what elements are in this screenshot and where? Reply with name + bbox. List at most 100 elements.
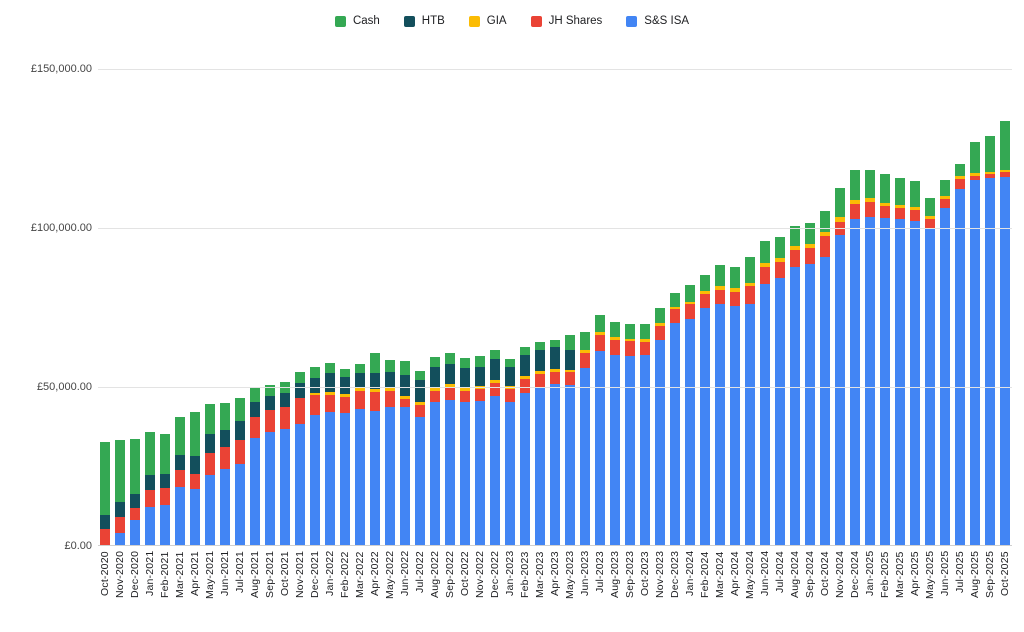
x-label-slot: Jun-2023 — [578, 551, 593, 627]
bar-segment-cash — [639, 324, 650, 340]
bar-segment-gia — [699, 291, 710, 295]
bar-segment-cash — [130, 438, 141, 494]
bar-segment-jh-shares — [235, 440, 246, 464]
x-tick-label: Dec-2021 — [309, 551, 322, 599]
bar-slot — [308, 69, 323, 546]
bar-segment-s-s-isa — [909, 221, 920, 546]
bar-segment-cash — [594, 314, 605, 332]
bar-segment-jh-shares — [804, 247, 815, 265]
bar-segment-htb — [550, 346, 561, 369]
bar-segment-jh-shares — [924, 219, 935, 229]
bar-segment-s-s-isa — [370, 410, 381, 546]
bar-slot — [533, 69, 548, 546]
bar-segment-s-s-isa — [250, 438, 261, 546]
bar-apr-2024 — [729, 266, 740, 546]
bar-slot — [622, 69, 637, 546]
bar-segment-cash — [355, 363, 366, 373]
bar-segment-s-s-isa — [729, 305, 740, 546]
x-tick-label: Sep-2021 — [264, 551, 277, 599]
bar-segment-jh-shares — [969, 175, 980, 180]
bar-segment-s-s-isa — [490, 395, 501, 546]
x-label-slot: May-2025 — [922, 551, 937, 627]
bar-segment-gia — [984, 171, 995, 174]
bar-jul-2021 — [235, 398, 246, 546]
x-tick-label: May-2024 — [743, 551, 756, 600]
bar-segment-gia — [609, 336, 620, 340]
x-tick-label: Jun-2024 — [758, 551, 771, 597]
x-label-slot: Feb-2024 — [697, 551, 712, 627]
bar-segment-s-s-isa — [684, 318, 695, 546]
x-label-slot: Oct-2023 — [637, 551, 652, 627]
bar-slot — [98, 69, 113, 546]
bar-slot — [353, 69, 368, 546]
bar-segment-htb — [205, 434, 216, 454]
bar-segment-s-s-isa — [520, 392, 531, 546]
x-label-slot: Jun-2021 — [218, 551, 233, 627]
x-label-slot: Nov-2020 — [113, 551, 128, 627]
bar-segment-gia — [939, 196, 950, 200]
bar-segment-gia — [714, 285, 725, 291]
bar-segment-cash — [220, 402, 231, 431]
x-label-slot: Sep-2025 — [982, 551, 997, 627]
x-tick-label: Sep-2022 — [444, 551, 457, 599]
bar-segment-gia — [639, 339, 650, 342]
bar-segment-gia — [924, 216, 935, 220]
bar-oct-2020 — [100, 442, 111, 546]
bar-segment-jh-shares — [864, 201, 875, 217]
bar-segment-gia — [684, 301, 695, 305]
bar-segment-jh-shares — [400, 398, 411, 408]
bar-segment-htb — [370, 372, 381, 390]
bar-segment-jh-shares — [175, 470, 186, 488]
bar-jun-2021 — [220, 402, 231, 546]
bar-segment-s-s-isa — [415, 416, 426, 546]
bar-segment-gia — [370, 389, 381, 393]
x-label-slot: Oct-2021 — [278, 551, 293, 627]
bar-segment-s-s-isa — [834, 235, 845, 546]
bar-segment-s-s-isa — [130, 519, 141, 546]
bar-segment-cash — [744, 256, 755, 283]
legend-item-s-s-isa: S&S ISA — [626, 15, 689, 28]
bar-may-2021 — [205, 403, 216, 546]
bar-slot — [563, 69, 578, 546]
x-label-slot: Jul-2025 — [952, 551, 967, 627]
bar-segment-cash — [370, 353, 381, 373]
x-tick-label: Sep-2025 — [983, 551, 996, 599]
bar-mar-2023 — [535, 341, 546, 546]
x-label-slot: Sep-2024 — [802, 551, 817, 627]
bar-slot — [413, 69, 428, 546]
bar-segment-htb — [445, 364, 456, 385]
bar-aug-2023 — [609, 321, 620, 546]
bar-segment-jh-shares — [355, 390, 366, 410]
bar-segment-htb — [175, 455, 186, 470]
bar-sep-2022 — [445, 353, 456, 546]
x-tick-label: May-2023 — [564, 551, 576, 600]
bar-segment-s-s-isa — [624, 355, 635, 546]
bar-segment-cash — [729, 266, 740, 289]
bar-segment-s-s-isa — [894, 219, 905, 546]
bar-segment-s-s-isa — [310, 414, 321, 546]
x-tick-label: Jun-2023 — [578, 551, 591, 597]
x-tick-label: Jun-2025 — [938, 551, 951, 597]
bar-segment-cash — [684, 285, 695, 302]
bar-slot — [278, 69, 293, 546]
bar-segment-gia — [654, 323, 665, 326]
bar-segment-jh-shares — [445, 387, 456, 401]
bar-segment-gia — [729, 288, 740, 292]
x-label-slot: May-2023 — [563, 551, 578, 627]
bar-jun-2022 — [400, 361, 411, 546]
bar-segment-gia — [864, 197, 875, 202]
x-tick-label: Mar-2023 — [534, 551, 547, 598]
x-label-slot: Jan-2022 — [323, 551, 338, 627]
bar-segment-jh-shares — [415, 404, 426, 417]
bar-segment-cash — [909, 180, 920, 207]
bar-segment-gia — [999, 170, 1010, 173]
bar-slot — [667, 69, 682, 546]
legend-label: GIA — [486, 15, 507, 27]
bar-slot — [578, 69, 593, 546]
bar-segment-jh-shares — [250, 417, 261, 439]
legend-swatch-icon — [626, 16, 638, 28]
bar-oct-2022 — [460, 358, 471, 546]
bar-slot — [652, 69, 667, 546]
x-label-slot: Jan-2021 — [143, 551, 158, 627]
bar-segment-jh-shares — [879, 205, 890, 219]
